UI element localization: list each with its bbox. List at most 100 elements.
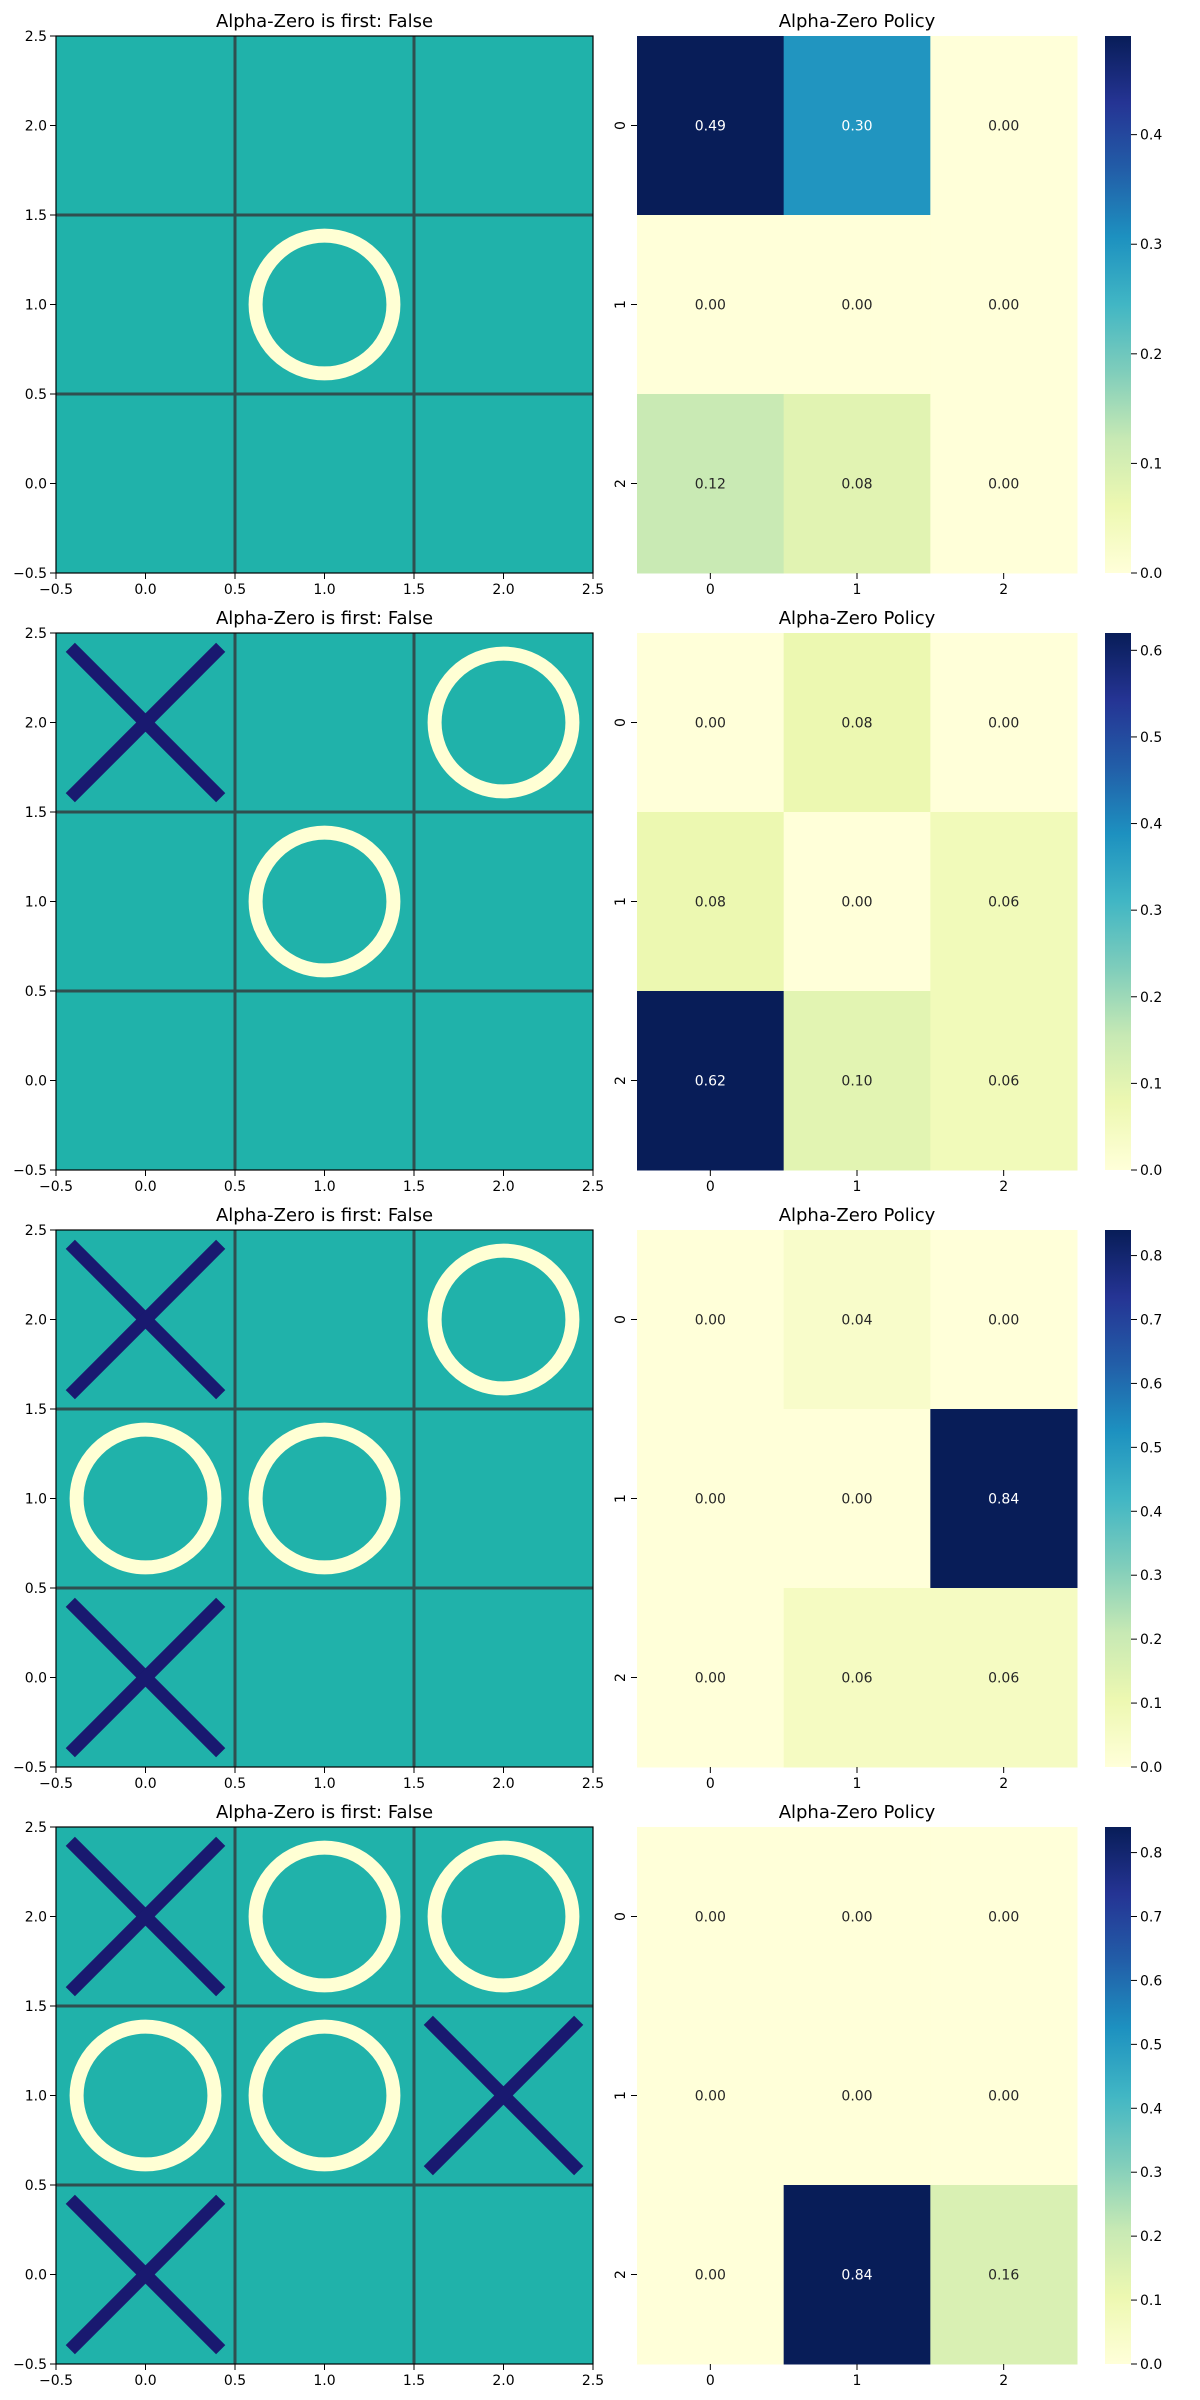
y-tick-label: 0.0 <box>25 2268 47 2284</box>
board-background <box>56 36 593 573</box>
heatmap-cell <box>783 1230 931 1410</box>
y-tick-label: 0.5 <box>25 984 47 1000</box>
x-tick-label: 1.0 <box>313 1179 335 1195</box>
heatmap-cell-label: 0.00 <box>988 716 1019 732</box>
heatmap-cell-label: 0.00 <box>841 1910 872 1926</box>
heatmap-cell <box>783 633 931 813</box>
heatmap-title: Alpha-Zero Policy <box>779 608 936 629</box>
heatmap-cell <box>930 215 1078 395</box>
x-tick-label: 2.0 <box>492 1776 514 1792</box>
colorbar-tick-label: 0.2 <box>1140 1632 1162 1648</box>
heatmap-cell <box>637 633 785 813</box>
colorbar-tick-label: 0.6 <box>1140 1376 1162 1392</box>
colorbar-tick-label: 0.3 <box>1140 237 1162 253</box>
board-panel: Alpha-Zero is first: False −0.5 0.0 0.5 1.0 1… <box>13 608 604 1195</box>
y-tick-label: 2 <box>613 2270 629 2279</box>
x-tick-label: 0.0 <box>134 1179 156 1195</box>
y-tick-label: 2.5 <box>25 626 47 642</box>
y-tick-label: 0.5 <box>25 1581 47 1597</box>
y-tick-label: 0 <box>613 121 629 130</box>
board-panel: Alpha-Zero is first: False −0.5 0.0 0.5 1.0 1… <box>13 11 604 598</box>
x-tick-label: 0 <box>706 1179 715 1195</box>
colorbar-tick-label: 0.1 <box>1140 1696 1162 1712</box>
x-tick-label: 1.5 <box>403 582 425 598</box>
x-tick-label: 1 <box>853 1776 862 1792</box>
x-tick-label: −0.5 <box>39 582 73 598</box>
y-tick-label: 2.5 <box>25 29 47 45</box>
o-mark <box>248 228 401 381</box>
colorbar-tick-label: 0.7 <box>1140 1313 1162 1329</box>
y-tick-label: 0.0 <box>25 477 47 493</box>
y-tick-label: 1.5 <box>25 208 47 224</box>
x-tick-label: 2 <box>999 1776 1008 1792</box>
x-mark-stroke <box>65 1239 226 1400</box>
y-tick-label: 1 <box>613 897 629 906</box>
heatmap-cell-label: 0.62 <box>695 1074 726 1090</box>
colorbar-tick-label: 0.2 <box>1140 347 1162 363</box>
x-tick-label: 2.5 <box>582 1776 604 1792</box>
x-mark-stroke <box>423 2015 584 2176</box>
x-tick-label: 0.5 <box>224 582 246 598</box>
heatmap-cell <box>930 1588 1078 1768</box>
o-mark <box>248 1840 401 1993</box>
y-tick-label: 2.5 <box>25 1820 47 1836</box>
board-panel: Alpha-Zero is first: False −0.5 0.0 0.5 1.0 1… <box>13 1205 604 1792</box>
x-mark-stroke <box>65 1836 226 1997</box>
heatmap-cell-label: 0.00 <box>695 2089 726 2105</box>
colorbar-tick-label: 0.4 <box>1140 1504 1162 1520</box>
x-tick-label: 2.5 <box>582 582 604 598</box>
heatmap-cell-label: 0.04 <box>841 1313 872 1329</box>
colorbar-tick-label: 0.1 <box>1140 456 1162 472</box>
heatmap-cell <box>637 1588 785 1768</box>
colorbar-tick-label: 0.4 <box>1140 2101 1162 2117</box>
colorbar-tick-label: 0.8 <box>1140 1846 1162 1862</box>
heatmap-cell <box>783 2006 931 2186</box>
heatmap-cell <box>930 2006 1078 2186</box>
heatmap-cell-label: 0.00 <box>841 2089 872 2105</box>
heatmap-cell-label: 0.00 <box>695 1910 726 1926</box>
x-tick-label: 2.0 <box>492 582 514 598</box>
heatmap-cell <box>783 1409 931 1589</box>
colorbar-tick-label: 0.6 <box>1140 643 1162 659</box>
y-tick-label: 1.5 <box>25 805 47 821</box>
o-mark <box>248 825 401 978</box>
y-tick-label: −0.5 <box>13 566 47 582</box>
y-tick-label: −0.5 <box>13 1163 47 1179</box>
o-mark <box>248 2019 401 2172</box>
x-tick-label: 1.0 <box>313 1776 335 1792</box>
x-tick-label: 1.5 <box>403 1776 425 1792</box>
heatmap-cell-label: 0.00 <box>988 298 1019 314</box>
colorbar-tick-label: 0.1 <box>1140 1076 1162 1092</box>
board-title: Alpha-Zero is first: False <box>216 608 433 629</box>
y-tick-label: 1.5 <box>25 1402 47 1418</box>
heatmap-cell <box>637 2006 785 2186</box>
heatmap-cell <box>930 2185 1078 2365</box>
x-mark <box>65 642 226 803</box>
heatmap-cell <box>930 1230 1078 1410</box>
y-tick-label: 2.0 <box>25 119 47 135</box>
x-tick-label: 2.5 <box>582 1179 604 1195</box>
heatmap-cell-label: 0.00 <box>695 1492 726 1508</box>
heatmap-cell-label: 0.06 <box>988 1671 1019 1687</box>
colorbar-tick-label: 0.8 <box>1140 1249 1162 1265</box>
colorbar-tick-label: 0.3 <box>1140 2165 1162 2181</box>
x-tick-label: 2 <box>999 582 1008 598</box>
colorbar-tick-label: 0.0 <box>1140 1760 1162 1776</box>
o-mark <box>427 1840 580 1993</box>
heatmap-cell <box>930 1409 1078 1589</box>
heatmap-cell-label: 0.00 <box>988 477 1019 493</box>
y-tick-label: 0.5 <box>25 2178 47 2194</box>
heatmap-title: Alpha-Zero Policy <box>779 1802 936 1823</box>
heatmap-cell-label: 0.00 <box>695 716 726 732</box>
x-tick-label: 2 <box>999 2373 1008 2389</box>
x-mark <box>423 2015 584 2176</box>
heatmap-cell <box>783 1588 931 1768</box>
heatmap-cell-label: 0.84 <box>841 2268 872 2284</box>
x-tick-label: 2.5 <box>582 2373 604 2389</box>
heatmap-cell <box>637 1409 785 1589</box>
colorbar <box>1105 36 1131 573</box>
y-tick-label: 0 <box>613 1315 629 1324</box>
x-tick-label: 0 <box>706 582 715 598</box>
